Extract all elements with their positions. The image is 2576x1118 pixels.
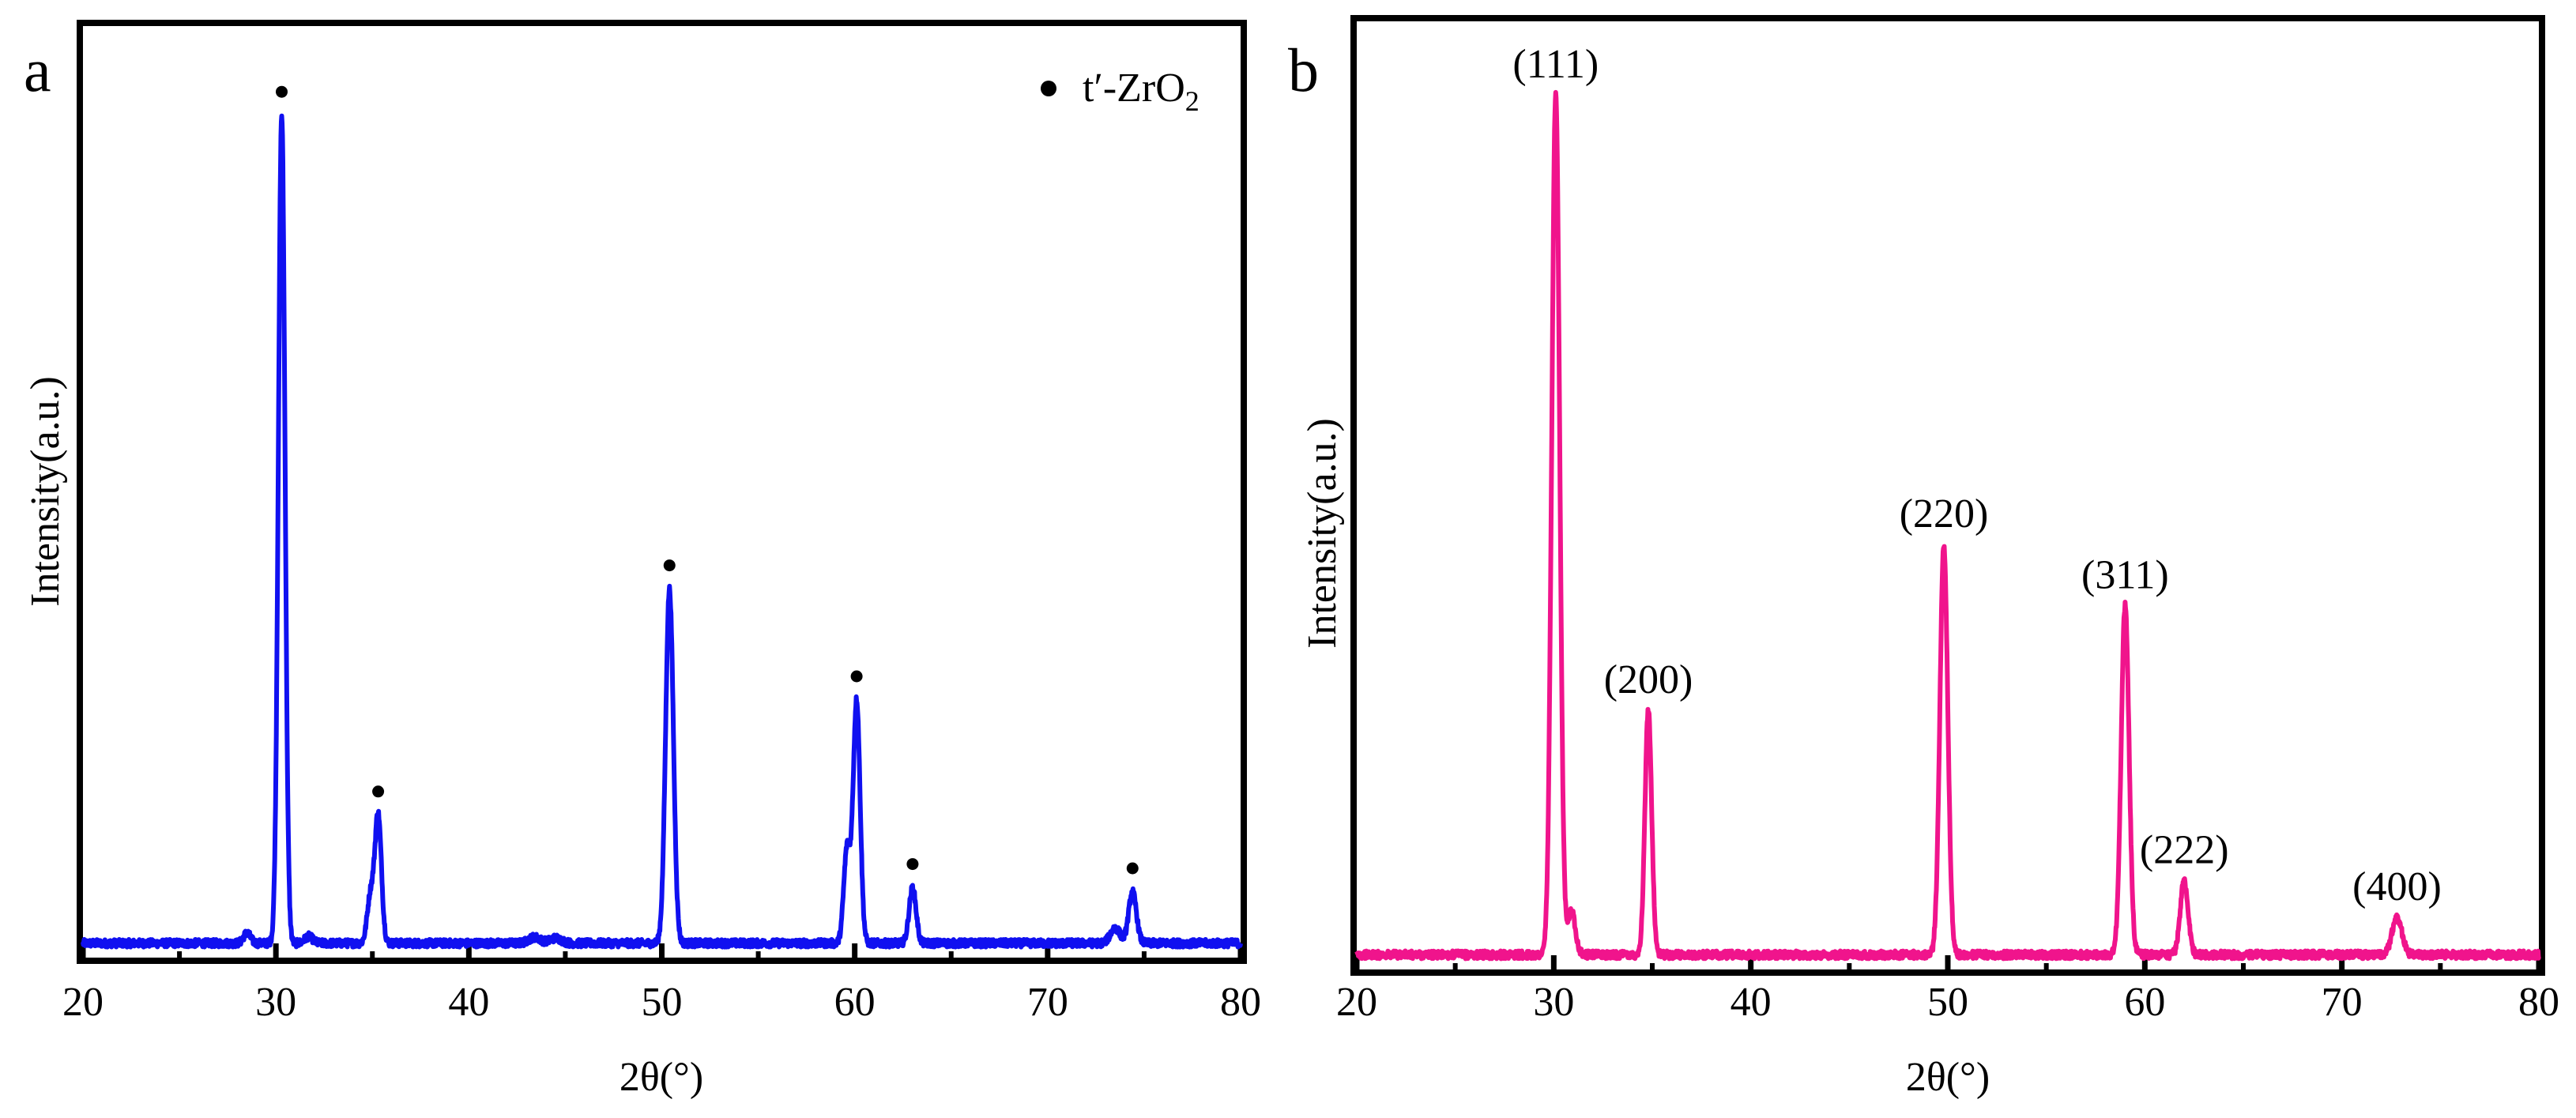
- peak-marker-icon: [1126, 862, 1139, 875]
- legend-marker-icon: [1041, 81, 1056, 96]
- peak-marker-icon: [850, 670, 863, 683]
- legend-label-sub: 2: [1185, 85, 1199, 117]
- x-tick-label: 60: [2124, 980, 2165, 1025]
- x-tick-label: 70: [2322, 980, 2363, 1025]
- x-tick-label: 30: [255, 980, 296, 1025]
- peak-marker-icon: [906, 858, 919, 871]
- peak-label: (311): [2081, 552, 2169, 597]
- peak-markers: [275, 85, 1139, 875]
- x-tick-label: 20: [1336, 980, 1377, 1025]
- x-axis-title: 2θ(°): [1906, 1055, 1990, 1100]
- peak-label: (220): [1900, 491, 1989, 536]
- x-tick-label: 30: [1533, 980, 1574, 1025]
- panel-letter: b: [1288, 36, 1319, 104]
- y-axis-title: Intensity(a.u.): [1300, 418, 1345, 649]
- x-tick-label: 70: [1027, 980, 1068, 1025]
- x-tick-label: 20: [62, 980, 104, 1025]
- y-axis-title: Intensity(a.u.): [23, 376, 68, 607]
- peak-label: (400): [2352, 864, 2442, 909]
- panel-letter: a: [24, 36, 51, 104]
- peak-annotations: (111) (200) (220) (311) (222) (400): [1512, 42, 2441, 909]
- xrd-pattern-line: [81, 113, 1243, 950]
- xrd-pattern-line: [1354, 89, 2541, 962]
- peak-label: (111): [1512, 42, 1599, 87]
- peak-marker-icon: [663, 559, 676, 572]
- x-tick-label: 50: [642, 980, 683, 1025]
- peak-marker-icon: [275, 85, 288, 98]
- peak-marker-icon: [372, 785, 385, 798]
- x-axis-title: 2θ(°): [620, 1055, 703, 1100]
- x-tick-label: 40: [1731, 980, 1772, 1025]
- x-tick-label: 40: [448, 980, 489, 1025]
- panel-b: b (111) (200) (220) (311) (222) (400) 20 30 40 5…: [1288, 15, 2559, 1100]
- legend-label-main: t′-ZrO: [1083, 66, 1185, 111]
- panel-a: a 20 30 40 50 60 70 80 2θ(°) Intensity(a.u.) t…: [23, 20, 1261, 1100]
- x-tick-label: 50: [1927, 980, 1968, 1025]
- legend: t′-ZrO2: [1041, 66, 1199, 117]
- x-tick-label: 80: [2518, 980, 2559, 1025]
- legend-label: t′-ZrO2: [1083, 66, 1199, 117]
- peak-label: (222): [2140, 828, 2229, 873]
- x-tick-labels: 20 30 40 50 60 70 80: [62, 980, 1261, 1025]
- x-tick-label: 80: [1220, 980, 1261, 1025]
- x-tick-label: 60: [834, 980, 876, 1025]
- x-tick-labels: 20 30 40 50 60 70 80: [1336, 980, 2559, 1025]
- peak-label: (200): [1604, 657, 1693, 702]
